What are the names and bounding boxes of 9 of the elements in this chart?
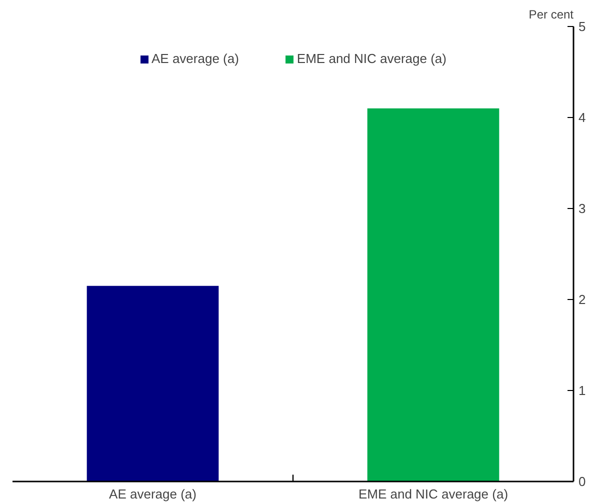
legend-label: AE average (a) [151, 51, 239, 66]
y-tick-label: 2 [578, 292, 586, 307]
y-tick-label: 3 [578, 201, 586, 216]
y-axis-title: Per cent [528, 8, 574, 22]
y-tick-label: 4 [578, 110, 586, 125]
legend-label: EME and NIC average (a) [296, 51, 447, 66]
y-tick-label: 5 [578, 19, 586, 34]
y-tick-label: 0 [578, 474, 586, 489]
y-tick-label: 1 [578, 383, 586, 398]
